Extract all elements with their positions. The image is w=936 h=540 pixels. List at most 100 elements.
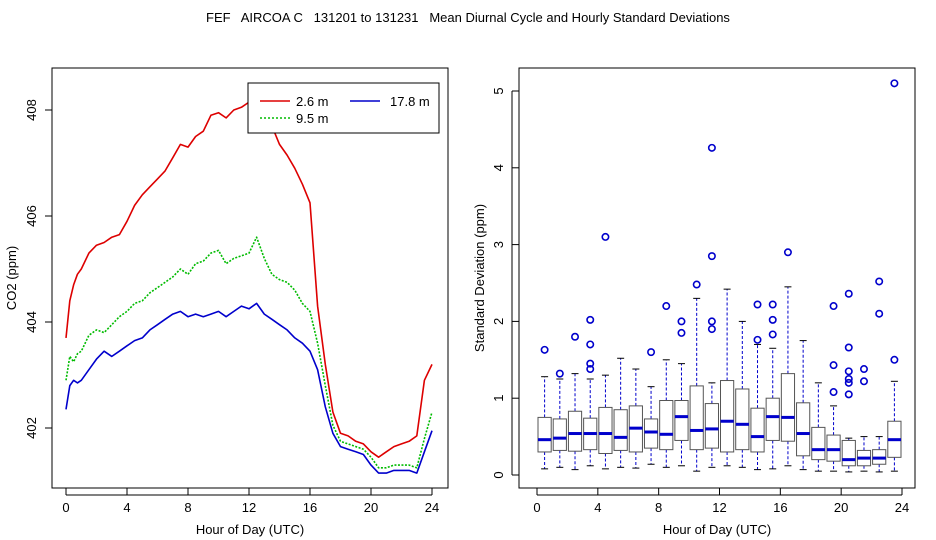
right-y-tick-label: 1 (491, 395, 506, 402)
right-y-tick-label: 2 (491, 318, 506, 325)
left-x-tick-label: 4 (123, 500, 130, 515)
box-hour-2.5 (567, 332, 583, 471)
left-plot-frame (51, 67, 449, 489)
left-x-axis-label: Hour of Day (UTC) (196, 522, 304, 537)
outlier-point (707, 325, 716, 334)
outlier-point (753, 300, 762, 309)
box-iqr (598, 406, 613, 454)
box-hour-17.5 (796, 340, 811, 471)
outlier-point (540, 345, 549, 354)
box-hour-16.5 (780, 248, 796, 467)
right-x-tick-label: 8 (655, 500, 662, 515)
box-hour-21.5 (856, 365, 872, 472)
left-series-group (65, 96, 433, 474)
outlier-point (692, 280, 701, 289)
outlier-point (753, 335, 762, 344)
left-y-axis: 402 404 406 408 (24, 99, 52, 439)
right-y-tick-label: 5 (491, 87, 506, 94)
box-hour-3.5 (583, 315, 598, 467)
right-y-tick-label: 0 (491, 471, 506, 478)
outlier-point (829, 361, 838, 370)
outlier-point (890, 355, 899, 364)
outlier-point (571, 332, 580, 341)
left-y-tick-label: 406 (24, 205, 39, 227)
box-iqr (811, 426, 826, 461)
right-y-axis-label: Standard Deviation (ppm) (472, 204, 487, 352)
outlier-point (844, 343, 853, 352)
page-title: FEF AIRCOA C 131201 to 131231 Mean Diurn… (206, 10, 730, 25)
outlier-point (586, 340, 595, 349)
box-hour-22.5 (872, 277, 887, 473)
box-iqr (537, 416, 552, 453)
box-iqr (704, 403, 719, 449)
left-chart: 0 4 8 12 16 20 24 402 404 406 408 Hour of Day (UT… (4, 67, 449, 537)
left-x-tick-label: 24 (425, 500, 439, 515)
right-x-tick-label: 12 (712, 500, 726, 515)
left-x-tick-label: 0 (62, 500, 69, 515)
right-y-axis: 0 1 2 3 4 5 (491, 87, 519, 479)
outlier-point (555, 369, 564, 378)
right-plot-frame (518, 67, 916, 489)
outlier-point (707, 317, 716, 326)
box-iqr (841, 439, 856, 467)
outlier-point (586, 315, 595, 324)
outlier-point (829, 388, 838, 397)
box-hour-11.5 (704, 143, 719, 468)
box-iqr (674, 400, 689, 441)
outlier-point (707, 143, 716, 152)
legend-box (247, 82, 440, 134)
left-y-tick-label: 402 (24, 417, 39, 439)
box-hour-0.5 (537, 345, 552, 470)
outlier-point (890, 79, 899, 88)
box-iqr (552, 418, 567, 451)
outlier-point (844, 378, 853, 387)
box-hour-14.5 (750, 300, 765, 471)
right-x-axis: 0 4 8 12 16 20 24 (533, 488, 909, 515)
box-hour-18.5 (811, 382, 826, 472)
box-hour-6.5 (628, 368, 643, 469)
outlier-point (647, 348, 656, 357)
box-hour-10.5 (689, 280, 704, 472)
right-x-tick-label: 4 (594, 500, 601, 515)
legend-label-2-6m: 2.6 m (296, 94, 329, 109)
series-line-17-8-m (65, 302, 433, 474)
outlier-point (768, 330, 777, 339)
outlier-point (829, 302, 838, 311)
box-hour-5.5 (613, 357, 628, 468)
box-iqr (567, 410, 583, 452)
left-x-tick-label: 20 (364, 500, 378, 515)
outlier-point (844, 390, 853, 399)
outlier-point (859, 377, 868, 386)
right-x-axis-label: Hour of Day (UTC) (663, 522, 771, 537)
box-hour-4.5 (598, 232, 613, 470)
right-x-tick-label: 20 (834, 500, 848, 515)
box-hour-8.5 (659, 302, 674, 468)
right-y-tick-label: 3 (491, 241, 506, 248)
box-iqr (720, 380, 735, 453)
right-x-tick-label: 24 (895, 500, 909, 515)
box-iqr (659, 400, 674, 451)
legend-label-17-8m: 17.8 m (390, 94, 430, 109)
outlier-point (677, 317, 686, 326)
outlier-point (707, 252, 716, 261)
legend-label-9-5m: 9.5 m (296, 111, 329, 126)
outlier-point (586, 359, 595, 368)
outlier-point (844, 367, 853, 376)
right-x-tick-label: 16 (773, 500, 787, 515)
outlier-point (768, 300, 777, 309)
right-y-tick-label: 4 (491, 164, 506, 171)
boxplot-group (537, 79, 902, 473)
box-iqr (643, 418, 659, 449)
box-iqr (796, 402, 811, 457)
series-line-2-6-m (65, 96, 433, 459)
outlier-point (601, 232, 610, 241)
box-hour-12.5 (720, 288, 735, 467)
left-y-axis-label: CO2 (ppm) (4, 246, 19, 310)
left-x-tick-label: 12 (242, 500, 256, 515)
outlier-point (677, 328, 686, 337)
box-iqr (826, 434, 841, 462)
outlier-point (783, 248, 792, 257)
